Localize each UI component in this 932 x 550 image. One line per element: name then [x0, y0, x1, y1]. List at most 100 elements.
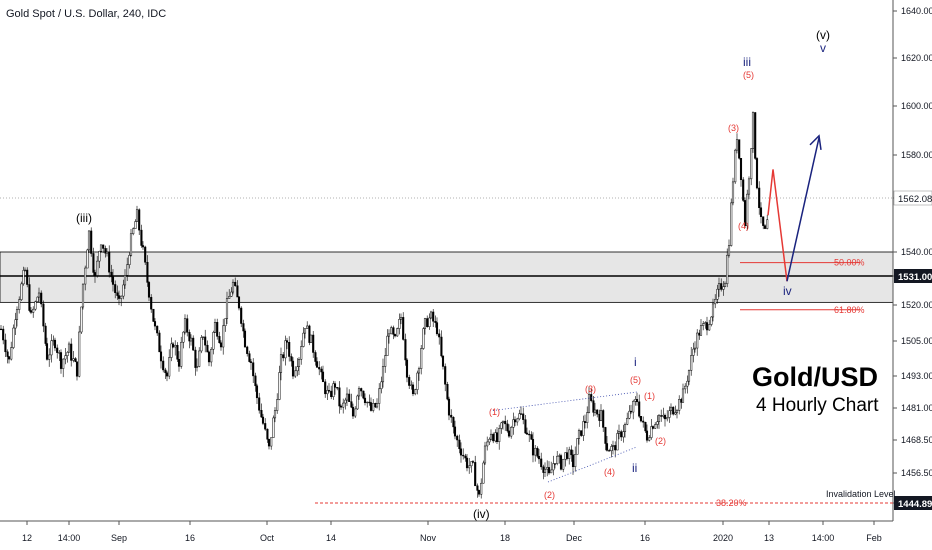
- candle-body: [48, 354, 51, 360]
- candle-body: [20, 283, 23, 300]
- candle-body: [681, 388, 685, 403]
- price-badge: [894, 496, 932, 510]
- candle-body: [345, 393, 349, 401]
- wave-label-sub: (3): [728, 123, 739, 133]
- candle-body: [751, 112, 755, 149]
- candle-body: [537, 455, 541, 460]
- candle-body: [216, 322, 219, 337]
- candle-body: [716, 288, 719, 300]
- candle-body: [540, 458, 543, 468]
- candle-body: [306, 325, 309, 329]
- candle-body: [174, 344, 177, 348]
- candle-body: [32, 308, 35, 313]
- candle-body: [96, 260, 99, 276]
- candle-body: [416, 372, 419, 390]
- wave-label-major: (v): [816, 28, 830, 42]
- candle-body: [492, 433, 495, 442]
- candle-body: [213, 322, 217, 333]
- candle-body: [326, 390, 329, 395]
- candle-body: [428, 317, 431, 327]
- candle-body: [204, 336, 207, 346]
- candle-body: [644, 421, 647, 432]
- candle-body: [534, 447, 537, 456]
- candle-body: [571, 454, 575, 468]
- candle-body: [110, 271, 113, 278]
- candle-body: [360, 388, 363, 392]
- candle-body: [483, 445, 487, 464]
- candle-body: [150, 297, 153, 310]
- candle-body: [669, 406, 673, 411]
- candle-body: [393, 334, 397, 337]
- candle-body: [611, 445, 615, 447]
- candle-body: [64, 355, 67, 360]
- x-tick-label: 14: [326, 533, 336, 543]
- candle-body: [510, 427, 513, 437]
- candle-body: [22, 270, 25, 285]
- candle-body: [290, 356, 293, 362]
- wave-label-major: (iii): [76, 211, 92, 225]
- candle-body: [746, 193, 749, 227]
- candle-body: [146, 262, 149, 283]
- wave-label-sub: (1): [489, 407, 500, 417]
- candle-body: [530, 434, 533, 440]
- candle-body: [228, 296, 231, 299]
- candle-body: [200, 337, 203, 352]
- candle-body: [592, 400, 595, 413]
- candle-body: [53, 339, 57, 349]
- wave-label-sub: (4): [604, 467, 615, 477]
- candle-body: [14, 319, 17, 329]
- x-tick-label: 16: [185, 533, 195, 543]
- candle-body: [198, 350, 201, 367]
- candle-body: [75, 361, 79, 377]
- candle-body: [727, 245, 731, 256]
- wave-label-minor: i: [634, 355, 637, 369]
- candle-body: [144, 246, 147, 263]
- candle-body: [267, 438, 271, 447]
- candle-body: [135, 209, 139, 222]
- candle-body: [552, 463, 555, 471]
- candle-body: [524, 419, 527, 434]
- projection-blue: [786, 137, 820, 282]
- candle-body: [705, 322, 709, 331]
- candle-body: [687, 370, 691, 382]
- candle-body: [447, 398, 451, 416]
- candle-body: [240, 307, 243, 324]
- candle-body: [583, 421, 587, 423]
- candle-body: [742, 179, 745, 201]
- candle-body: [465, 457, 469, 469]
- candle-body: [456, 435, 459, 441]
- candle-body: [324, 381, 327, 395]
- candle-body: [219, 342, 223, 348]
- candle-body: [230, 291, 233, 297]
- candle-body: [348, 393, 351, 402]
- candle-body: [489, 433, 493, 440]
- candle-body: [722, 286, 725, 290]
- candle-body: [568, 449, 571, 459]
- candle-body: [574, 454, 577, 468]
- candle-body: [285, 340, 289, 343]
- wave-label-minor: iv: [783, 284, 792, 298]
- price-badge: [893, 190, 932, 206]
- candle-body: [468, 465, 471, 469]
- fib-382-label: 38.20%: [716, 498, 747, 508]
- price-badge: [894, 269, 932, 283]
- candle-body: [206, 344, 209, 353]
- candle-body: [369, 402, 373, 411]
- candle-body: [126, 264, 129, 276]
- candle-body: [446, 384, 449, 400]
- x-tick-label: Dec: [566, 533, 583, 543]
- zone-1: [0, 275, 894, 303]
- candle-body: [522, 413, 525, 420]
- wave-label-minor: ii: [632, 461, 637, 475]
- candle-body: [550, 469, 553, 474]
- candle-body: [194, 349, 197, 368]
- candle-body: [270, 437, 273, 447]
- y-axis: 1640.00 1620.00 1600.00 1580.00 1562.08 1540.…: [893, 6, 932, 510]
- candle-body: [327, 390, 331, 392]
- candle-body: [170, 343, 173, 358]
- candle-body: [632, 401, 635, 413]
- candle-body: [338, 387, 341, 407]
- candle-body: [623, 424, 627, 432]
- candle-body: [330, 390, 333, 398]
